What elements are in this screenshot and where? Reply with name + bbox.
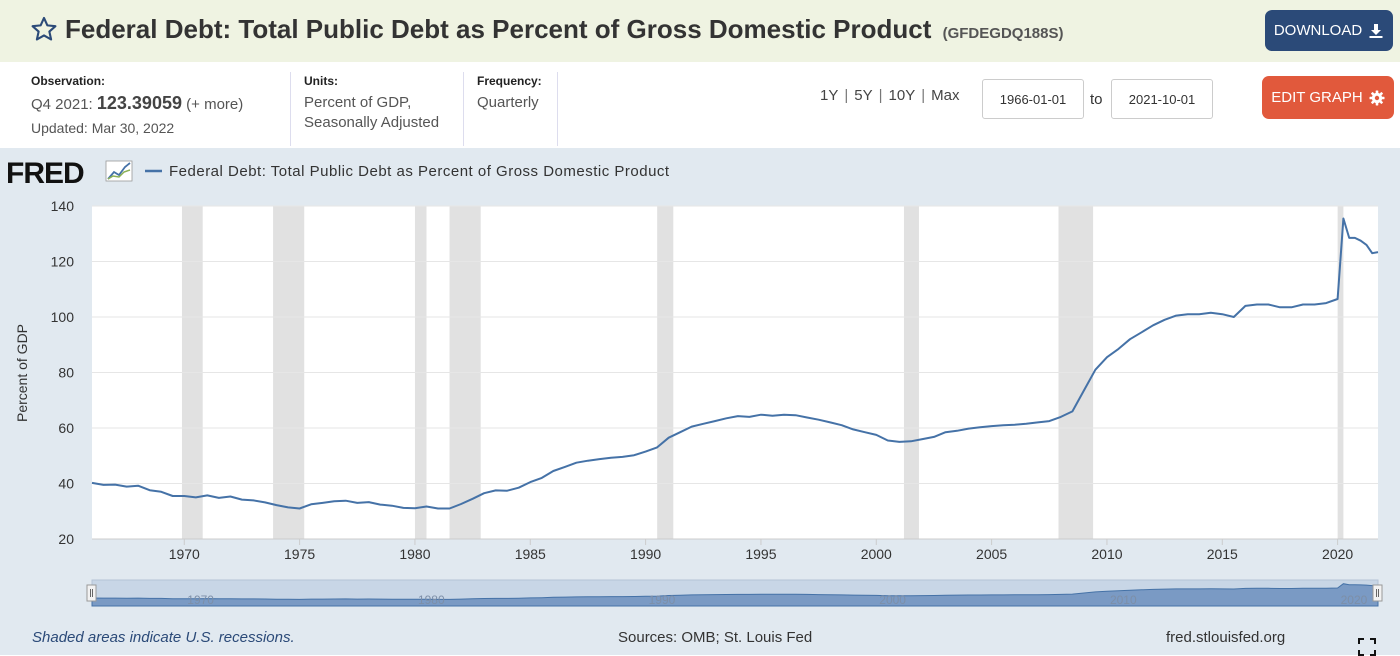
date-from-input[interactable]	[982, 79, 1084, 119]
fullscreen-icon[interactable]	[1358, 638, 1376, 656]
observation-line: Q4 2021: 123.39059 (+ more)	[31, 93, 243, 114]
download-label: DOWNLOAD	[1273, 22, 1363, 39]
header-bar: Federal Debt: Total Public Debt as Perce…	[0, 0, 1400, 62]
units-value-line2: Seasonally Adjusted	[304, 114, 440, 131]
to-label: to	[1090, 91, 1103, 108]
y-tick-label: 100	[51, 309, 75, 325]
x-tick-label: 1995	[745, 546, 776, 562]
gridlines	[92, 205, 1378, 484]
series-line	[91, 217, 1379, 510]
x-tick-label: 1980	[399, 546, 430, 562]
navigator-year-label: 1980	[418, 593, 445, 607]
y-tick-label: 20	[58, 531, 74, 547]
edit-graph-label: EDIT GRAPH	[1271, 89, 1363, 106]
observation-label: Observation:	[31, 74, 106, 88]
download-button[interactable]: DOWNLOAD	[1265, 10, 1393, 51]
x-tick-label: 1970	[169, 546, 200, 562]
fred-logo-text: FRED	[6, 157, 84, 190]
frequency-value: Quarterly	[477, 94, 539, 111]
y-tick-label: 80	[58, 365, 74, 381]
source-url[interactable]: fred.stlouisfed.org	[1166, 629, 1286, 646]
navigator-year-label: 1970	[187, 593, 214, 607]
navigator-left-handle[interactable]	[86, 584, 97, 602]
range-separator: |	[921, 87, 926, 104]
x-tick-label: 1985	[515, 546, 546, 562]
units-value-line1: Percent of GDP,	[304, 94, 412, 111]
observation-block: Observation: Q4 2021: 123.39059 (+ more)…	[31, 74, 243, 136]
x-tick-label: 2005	[976, 546, 1007, 562]
x-axis-ticks: 1970 1975 1980 1985 1990 1995 2000 2005 2010 2015…	[92, 538, 1378, 562]
observation-more-link[interactable]: (+ more)	[186, 96, 244, 113]
x-tick-label: 1990	[630, 546, 661, 562]
navigator-labels: 1970 1980 1990 2000 2010 2020	[187, 593, 1367, 607]
navigator-right-handle[interactable]	[1372, 584, 1383, 602]
updated-date: Updated: Mar 30, 2022	[31, 120, 175, 136]
navigator-year-label: 2010	[1110, 593, 1137, 607]
divider	[290, 72, 291, 146]
frequency-block: Frequency: Quarterly	[477, 74, 542, 113]
range-max[interactable]: Max	[931, 87, 960, 104]
date-to-input[interactable]	[1111, 79, 1213, 119]
range-10y[interactable]: 10Y	[888, 87, 916, 104]
chart-svg: FRED Federal Debt: Total Public Debt as …	[6, 157, 1383, 607]
divider	[557, 72, 558, 146]
navigator-year-label: 2000	[879, 593, 906, 607]
x-tick-label: 2000	[861, 546, 892, 562]
star-icon[interactable]	[30, 15, 58, 43]
y-tick-label: 40	[58, 476, 74, 492]
navigator[interactable]: 1970 1980 1990 2000 2010 2020	[86, 579, 1383, 607]
recession-note: Shaded areas indicate U.S. recessions.	[32, 629, 295, 646]
y-axis-label: Percent of GDP	[14, 324, 30, 422]
y-tick-label: 140	[51, 198, 75, 214]
range-5y[interactable]: 5Y	[854, 87, 873, 104]
legend-label[interactable]: Federal Debt: Total Public Debt as Perce…	[169, 163, 670, 180]
navigator-series-area	[91, 583, 1379, 607]
units-block: Units: Percent of GDP, Seasonally Adjust…	[304, 74, 439, 133]
y-tick-label: 120	[51, 254, 75, 270]
chart-trend-icon	[105, 160, 133, 182]
edit-graph-button[interactable]: EDIT GRAPH	[1262, 76, 1394, 119]
observation-value: 123.39059	[96, 93, 182, 113]
range-separator: |	[844, 87, 849, 104]
y-axis-ticks: 20 40 60 80 100 120 140	[51, 198, 75, 547]
frequency-label: Frequency:	[477, 74, 542, 88]
range-1y[interactable]: 1Y	[820, 87, 839, 104]
units-label: Units:	[304, 74, 338, 88]
y-tick-label: 60	[58, 420, 74, 436]
navigator-year-label: 2020	[1341, 593, 1368, 607]
info-bar: Observation: Q4 2021: 123.39059 (+ more)…	[0, 62, 1400, 148]
range-separator: |	[878, 87, 883, 104]
divider	[463, 72, 464, 146]
x-tick-label: 2010	[1091, 546, 1122, 562]
page-title: Federal Debt: Total Public Debt as Perce…	[65, 14, 1063, 45]
series-title: Federal Debt: Total Public Debt as Perce…	[65, 14, 932, 44]
x-tick-label: 1975	[284, 546, 315, 562]
sources-text: Sources: OMB; St. Louis Fed	[618, 629, 813, 646]
graph-area: FRED Federal Debt: Total Public Debt as …	[0, 148, 1400, 656]
fred-logo: FRED	[6, 157, 133, 190]
gear-icon	[1369, 90, 1385, 105]
series-id: (GFDEGDQ188S)	[942, 25, 1064, 42]
observation-period: Q4 2021:	[31, 96, 93, 113]
x-tick-label: 2015	[1207, 546, 1238, 562]
download-icon	[1369, 23, 1383, 38]
range-selector: 1Y | 5Y | 10Y | Max	[820, 87, 959, 104]
navigator-year-label: 1990	[649, 593, 676, 607]
x-tick-label: 2020	[1322, 546, 1353, 562]
